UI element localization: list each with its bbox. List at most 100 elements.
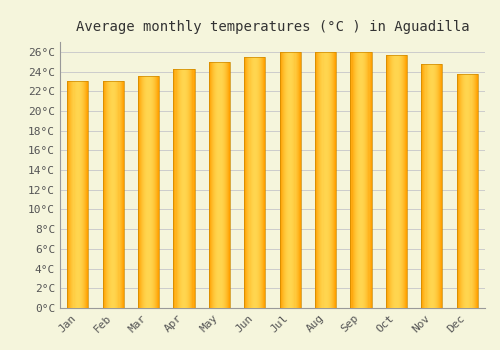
Bar	[209, 62, 210, 308]
Bar	[428, 64, 430, 308]
Bar	[183, 69, 184, 308]
Bar	[68, 82, 69, 308]
Bar	[138, 77, 159, 308]
Bar	[298, 52, 300, 308]
Bar	[440, 64, 442, 308]
Bar	[80, 82, 81, 308]
Bar	[360, 52, 361, 308]
Bar	[358, 52, 359, 308]
Bar	[264, 57, 266, 308]
Bar	[146, 77, 148, 308]
Bar	[456, 74, 458, 308]
Bar	[229, 62, 230, 308]
Bar	[317, 52, 318, 308]
Bar	[283, 52, 284, 308]
Bar	[182, 69, 183, 308]
Bar	[333, 52, 334, 308]
Bar	[261, 57, 262, 308]
Bar	[187, 69, 188, 308]
Bar	[138, 77, 139, 308]
Bar	[361, 52, 362, 308]
Bar	[82, 82, 83, 308]
Bar	[362, 52, 363, 308]
Bar	[438, 64, 440, 308]
Bar	[224, 62, 226, 308]
Bar	[359, 52, 360, 308]
Bar	[150, 77, 152, 308]
Bar	[426, 64, 428, 308]
Bar	[116, 82, 117, 308]
Bar	[174, 69, 176, 308]
Bar	[157, 77, 158, 308]
Bar	[354, 52, 356, 308]
Title: Average monthly temperatures (°C ) in Aguadilla: Average monthly temperatures (°C ) in Ag…	[76, 20, 469, 34]
Bar	[406, 55, 407, 308]
Bar	[294, 52, 296, 308]
Bar	[188, 69, 190, 308]
Bar	[434, 64, 435, 308]
Bar	[113, 82, 114, 308]
Bar	[262, 57, 264, 308]
Bar	[386, 55, 407, 308]
Bar	[431, 64, 432, 308]
Bar	[226, 62, 227, 308]
Bar	[461, 74, 462, 308]
Bar	[424, 64, 426, 308]
Bar	[350, 52, 372, 308]
Bar	[217, 62, 218, 308]
Bar	[466, 74, 468, 308]
Bar	[476, 74, 477, 308]
Bar	[256, 57, 257, 308]
Bar	[474, 74, 476, 308]
Bar	[437, 64, 438, 308]
Bar	[432, 64, 433, 308]
Bar	[470, 74, 472, 308]
Bar	[370, 52, 372, 308]
Bar	[421, 64, 442, 308]
Bar	[210, 62, 211, 308]
Bar	[67, 82, 68, 308]
Bar	[212, 62, 213, 308]
Bar	[320, 52, 322, 308]
Bar	[435, 64, 436, 308]
Bar	[300, 52, 301, 308]
Bar	[244, 57, 266, 308]
Bar	[152, 77, 153, 308]
Bar	[396, 55, 398, 308]
Bar	[326, 52, 328, 308]
Bar	[422, 64, 424, 308]
Bar	[335, 52, 336, 308]
Bar	[398, 55, 400, 308]
Bar	[192, 69, 194, 308]
Bar	[318, 52, 320, 308]
Bar	[404, 55, 405, 308]
Bar	[174, 69, 195, 308]
Bar	[215, 62, 216, 308]
Bar	[389, 55, 390, 308]
Bar	[78, 82, 79, 308]
Bar	[400, 55, 402, 308]
Bar	[280, 52, 301, 308]
Bar	[222, 62, 224, 308]
Bar	[111, 82, 112, 308]
Bar	[390, 55, 391, 308]
Bar	[244, 57, 245, 308]
Bar	[139, 77, 140, 308]
Bar	[324, 52, 326, 308]
Bar	[186, 69, 187, 308]
Bar	[141, 77, 142, 308]
Bar	[107, 82, 108, 308]
Bar	[288, 52, 289, 308]
Bar	[328, 52, 329, 308]
Bar	[185, 69, 186, 308]
Bar	[330, 52, 331, 308]
Bar	[280, 52, 281, 308]
Bar	[209, 62, 230, 308]
Bar	[363, 52, 364, 308]
Bar	[329, 52, 330, 308]
Bar	[190, 69, 192, 308]
Bar	[468, 74, 469, 308]
Bar	[180, 69, 181, 308]
Bar	[178, 69, 180, 308]
Bar	[252, 57, 254, 308]
